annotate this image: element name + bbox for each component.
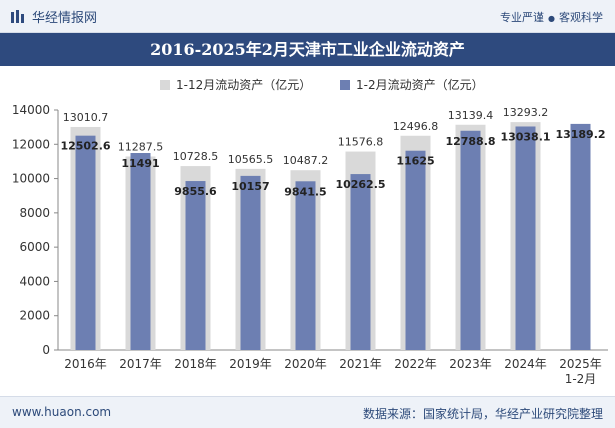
- y-tick-label: 10000: [12, 172, 50, 186]
- brand-name: 华经情报网: [32, 11, 98, 26]
- bullet-icon: ●: [548, 13, 555, 23]
- x-tick-label: 2024年: [504, 357, 547, 371]
- chart-title: 2016-2025年2月天津市工业企业流动资产: [0, 33, 615, 66]
- bar-series-2: [185, 181, 206, 350]
- legend-item-series-1: 1-12月流动资产（亿元）: [160, 76, 311, 93]
- data-label-series-2: 13038.1: [500, 130, 550, 143]
- legend-swatch-series-1: [160, 79, 170, 90]
- data-label-series-1: 11287.5: [118, 141, 164, 154]
- x-tick-label: 2021年: [339, 357, 382, 371]
- x-tick-label: 2022年: [394, 357, 437, 371]
- data-label-series-1: 11576.8: [338, 136, 384, 149]
- data-label-series-2: 10262.5: [335, 178, 385, 191]
- x-tick-label-line: 1-2月: [565, 372, 597, 386]
- legend-label-series-1: 1-12月流动资产（亿元）: [176, 78, 312, 92]
- bar-series-2: [240, 175, 261, 350]
- y-tick-label: 6000: [19, 240, 50, 254]
- x-tick-label-line: 2016年: [64, 357, 107, 371]
- data-label-series-2: 12502.6: [60, 140, 110, 153]
- footer-source: 数据来源：国家统计局，华经产业研究院整理: [362, 407, 603, 421]
- x-tick-label: 2016年: [64, 357, 107, 371]
- x-tick-label-line: 2025年: [559, 357, 602, 371]
- data-label-series-2: 9841.5: [284, 185, 326, 198]
- data-label-series-2: 11625: [396, 155, 434, 168]
- legend-label-series-2: 1-2月流动资产（亿元）: [356, 78, 484, 92]
- tagline-left: 专业严谨: [500, 11, 545, 24]
- legend: 1-12月流动资产（亿元） 1-2月流动资产（亿元）: [0, 74, 615, 96]
- x-tick-label: 2019年: [229, 357, 272, 371]
- bar-series-2: [75, 135, 96, 350]
- brand: 华经情报网: [10, 7, 97, 26]
- data-label-series-2: 12788.8: [445, 135, 495, 148]
- x-tick-label-line: 2022年: [394, 357, 437, 371]
- bar-chart: 0 2000 4000 6000 8000 10000 12000 14000 13010.7 1…: [12, 103, 608, 386]
- x-tick-label-line: 2019年: [229, 357, 272, 371]
- x-tick-label: 2025年 1-2月: [559, 357, 602, 386]
- bar-series-2: [460, 130, 481, 350]
- y-tick-label: 12000: [12, 137, 50, 151]
- x-tick-label-line: 2018年: [174, 357, 217, 371]
- bar-series-2: [350, 174, 371, 350]
- y-tick-label: 0: [42, 343, 50, 357]
- bar-series-2: [515, 126, 536, 350]
- x-tick-label-line: 2024年: [504, 357, 547, 371]
- footer-bar: www.huaon.com 数据来源：国家统计局，华经产业研究院整理: [0, 396, 615, 428]
- legend-swatch-series-2: [340, 79, 350, 90]
- data-label-series-2: 13189.2: [555, 128, 605, 141]
- data-label-series-1: 13010.7: [63, 111, 109, 124]
- data-label-series-1: 12496.8: [393, 120, 439, 133]
- data-label-series-1: 13293.2: [503, 106, 549, 119]
- y-tick-label: 4000: [19, 274, 50, 288]
- bar-series-2: [130, 153, 151, 350]
- y-tick-label: 8000: [19, 206, 50, 220]
- data-label-series-1: 10565.5: [228, 153, 274, 166]
- x-tick-label: 2023年: [449, 357, 492, 371]
- bar-series-2: [570, 123, 591, 350]
- y-tick-label: 14000: [12, 103, 50, 117]
- data-label-series-1: 10728.5: [173, 150, 219, 163]
- header-bar: 华经情报网 专业严谨 ● 客观科学: [0, 0, 615, 33]
- y-tick-label: 2000: [19, 309, 50, 323]
- data-label-series-2: 9855.6: [174, 185, 217, 198]
- data-label-series-2: 11491: [121, 157, 159, 170]
- x-tick-label-line: 2020年: [284, 357, 327, 371]
- data-label-series-1: 10487.2: [283, 154, 329, 167]
- data-label-series-2: 10157: [231, 180, 269, 193]
- x-tick-label: 2018年: [174, 357, 217, 371]
- bar-series-2: [295, 181, 316, 350]
- x-tick-label-line: 2021年: [339, 357, 382, 371]
- bar-series-2: [405, 150, 426, 350]
- logo-icon: [11, 9, 24, 23]
- footer-url: www.huaon.com: [12, 405, 112, 419]
- data-label-series-1: 13139.4: [448, 109, 494, 122]
- x-tick-label: 2017年: [119, 357, 162, 371]
- x-tick-label-line: 2023年: [449, 357, 492, 371]
- tagline: 专业严谨 ● 客观科学: [500, 9, 603, 25]
- legend-item-series-2: 1-2月流动资产（亿元）: [340, 76, 484, 93]
- x-tick-label: 2020年: [284, 357, 327, 371]
- tagline-right: 客观科学: [559, 11, 603, 24]
- x-tick-label-line: 2017年: [119, 357, 162, 371]
